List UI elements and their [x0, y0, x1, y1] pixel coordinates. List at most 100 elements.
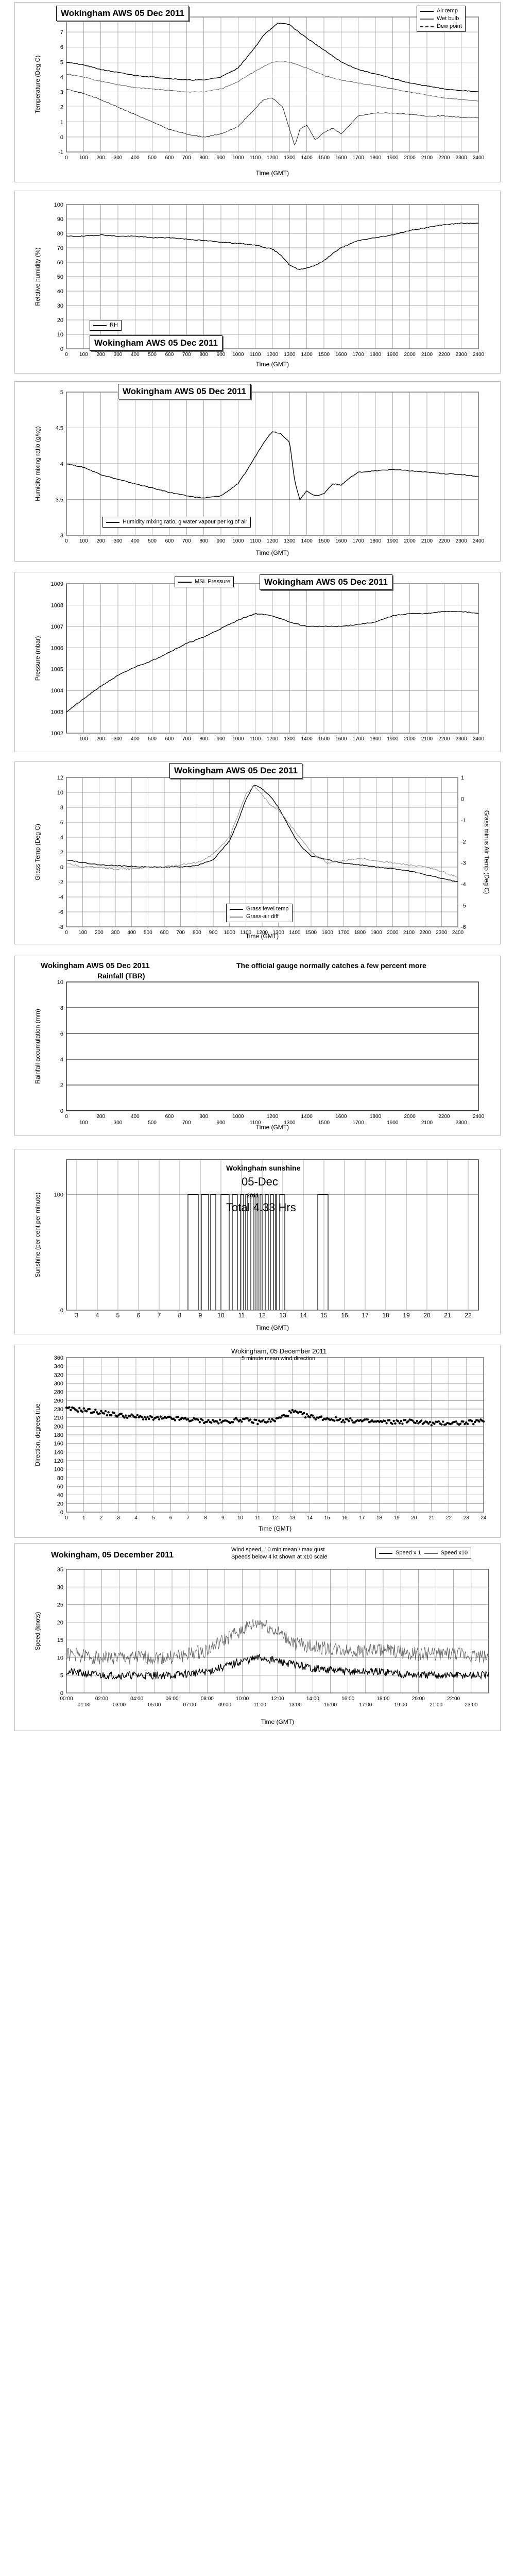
y-tick-label: -2	[58, 879, 63, 886]
direction-point	[78, 1406, 81, 1410]
y-tick-label: 0	[60, 1108, 63, 1114]
y-tick-label: 10	[57, 332, 63, 338]
x-tick-label: 6	[169, 1515, 173, 1521]
x-tick-label: 600	[165, 155, 174, 161]
x-tick-label: 400	[127, 930, 136, 936]
x-tick-label: 1500	[318, 736, 330, 742]
x-tick-label: 200	[96, 538, 105, 544]
x-tick-label: 2100	[421, 352, 433, 358]
x-tick-label: 1400	[301, 155, 313, 161]
y-tick-label: 10	[57, 790, 63, 796]
y-tick-label: 40	[57, 289, 63, 295]
direction-point	[141, 1416, 143, 1418]
direction-point	[197, 1418, 200, 1421]
x-tick-label: 1900	[371, 930, 383, 936]
direction-point	[464, 1423, 466, 1426]
direction-point	[291, 1409, 294, 1412]
sunshine-total: Total 4.33 Hrs	[226, 1201, 296, 1214]
x-axis-label: Time (GMT)	[256, 1324, 289, 1331]
x-tick-label: 12:00	[271, 1696, 284, 1702]
y-tick-label: 20	[57, 317, 63, 324]
direction-point	[414, 1421, 417, 1425]
y2-tick-label: -3	[461, 860, 466, 867]
direction-point	[129, 1414, 131, 1417]
y2-tick-label: -1	[461, 818, 466, 824]
x-tick-label: 17:00	[359, 1702, 372, 1708]
y-tick-label: 60	[57, 1484, 63, 1490]
direction-point	[471, 1420, 473, 1422]
direction-point	[205, 1420, 208, 1423]
x-tick-label: 11:00	[254, 1702, 267, 1708]
x-tick-label: 900	[217, 736, 226, 742]
direction-point	[289, 1411, 293, 1414]
x-tick-label: 1800	[370, 538, 382, 544]
x-tick-label: 2100	[421, 736, 433, 742]
x-tick-label: 400	[131, 352, 140, 358]
x-tick-label: 10	[217, 1312, 225, 1319]
direction-point	[113, 1412, 115, 1414]
x-tick-label: 100	[79, 155, 88, 161]
x-tick-label: 2400	[473, 155, 485, 161]
direction-point	[271, 1418, 273, 1420]
direction-point	[304, 1416, 307, 1419]
y-tick-label: 6	[60, 44, 63, 50]
direction-point	[211, 1419, 214, 1421]
x-tick-label: 900	[217, 1120, 226, 1126]
y-tick-label: 8	[60, 805, 63, 811]
y-tick-label: 0	[60, 1510, 63, 1516]
x-tick-label: 1000	[232, 352, 244, 358]
x-tick-label: 20:00	[412, 1696, 425, 1702]
x-tick-label: 13	[279, 1312, 286, 1319]
rain-chart-note: The official gauge normally catches a fe…	[236, 961, 426, 970]
x-tick-label: 2200	[420, 930, 432, 936]
direction-point	[169, 1416, 172, 1419]
mixing-ratio-chart-panel: 3 3.5 4 4.5 5 0 100 200 300 400 500 600 700 800 900 100…	[14, 381, 501, 562]
x-axis-label: Time (GMT)	[246, 933, 279, 940]
direction-point	[207, 1419, 210, 1421]
x-tick-label: 700	[182, 736, 191, 742]
y-tick-label: 4	[60, 461, 63, 467]
direction-point	[198, 1421, 201, 1423]
x-tick-label: 2200	[438, 736, 450, 742]
direction-point	[94, 1409, 97, 1411]
direction-point	[462, 1420, 465, 1423]
x-tick-label: 12	[272, 1515, 278, 1521]
direction-point	[433, 1422, 436, 1425]
direction-point	[428, 1420, 432, 1423]
x-tick-label: 1900	[387, 155, 399, 161]
y-tick-label: 90	[57, 216, 63, 223]
temperature-chart-title: Wokingham AWS 05 Dec 2011	[56, 6, 189, 21]
y-tick-label: 7	[60, 29, 63, 36]
direction-point	[465, 1421, 468, 1424]
wind-speed-chart-panel: 0 5 10 15 20 25 30 35 00:00 01:00 02:00 03:00 04:00 0…	[14, 1543, 501, 1731]
direction-point	[430, 1424, 433, 1427]
direction-point	[150, 1416, 153, 1418]
direction-point	[437, 1420, 440, 1423]
x-tick-label: 9	[199, 1312, 202, 1319]
x-tick-label: 11	[255, 1515, 261, 1521]
y-tick-label: 1004	[51, 688, 63, 694]
x-tick-label: 1900	[387, 538, 399, 544]
x-tick-label: 00:00	[60, 1696, 73, 1702]
direction-point	[239, 1419, 242, 1421]
pressure-chart-title: Wokingham AWS 05 Dec 2011	[260, 574, 392, 590]
x-tick-label: 500	[148, 352, 157, 358]
x-tick-label: 500	[148, 538, 157, 544]
y-tick-label: 5	[60, 1673, 63, 1679]
y-axis-label: Pressure (mbar)	[34, 636, 41, 681]
x-tick-label: 1300	[284, 155, 296, 161]
x-tick-label: 700	[176, 930, 185, 936]
y-axis-label: Direction, degrees true	[34, 1403, 41, 1466]
x-tick-label: 1400	[289, 930, 301, 936]
temperature-legend: Air temp Wet bulb Dew point	[417, 6, 466, 32]
sunshine-title: Wokingham sunshine	[226, 1164, 301, 1172]
x-tick-label: 2400	[473, 538, 485, 544]
x-tick-label: 2400	[473, 736, 485, 742]
x-tick-label: 2300	[456, 736, 468, 742]
x-tick-label: 400	[131, 538, 140, 544]
y-tick-label: 1006	[51, 645, 63, 651]
x-tick-label: 1700	[338, 930, 350, 936]
y-tick-label: 80	[57, 231, 63, 237]
y-tick-label: 280	[54, 1389, 63, 1396]
x-tick-label: 0	[65, 352, 68, 358]
